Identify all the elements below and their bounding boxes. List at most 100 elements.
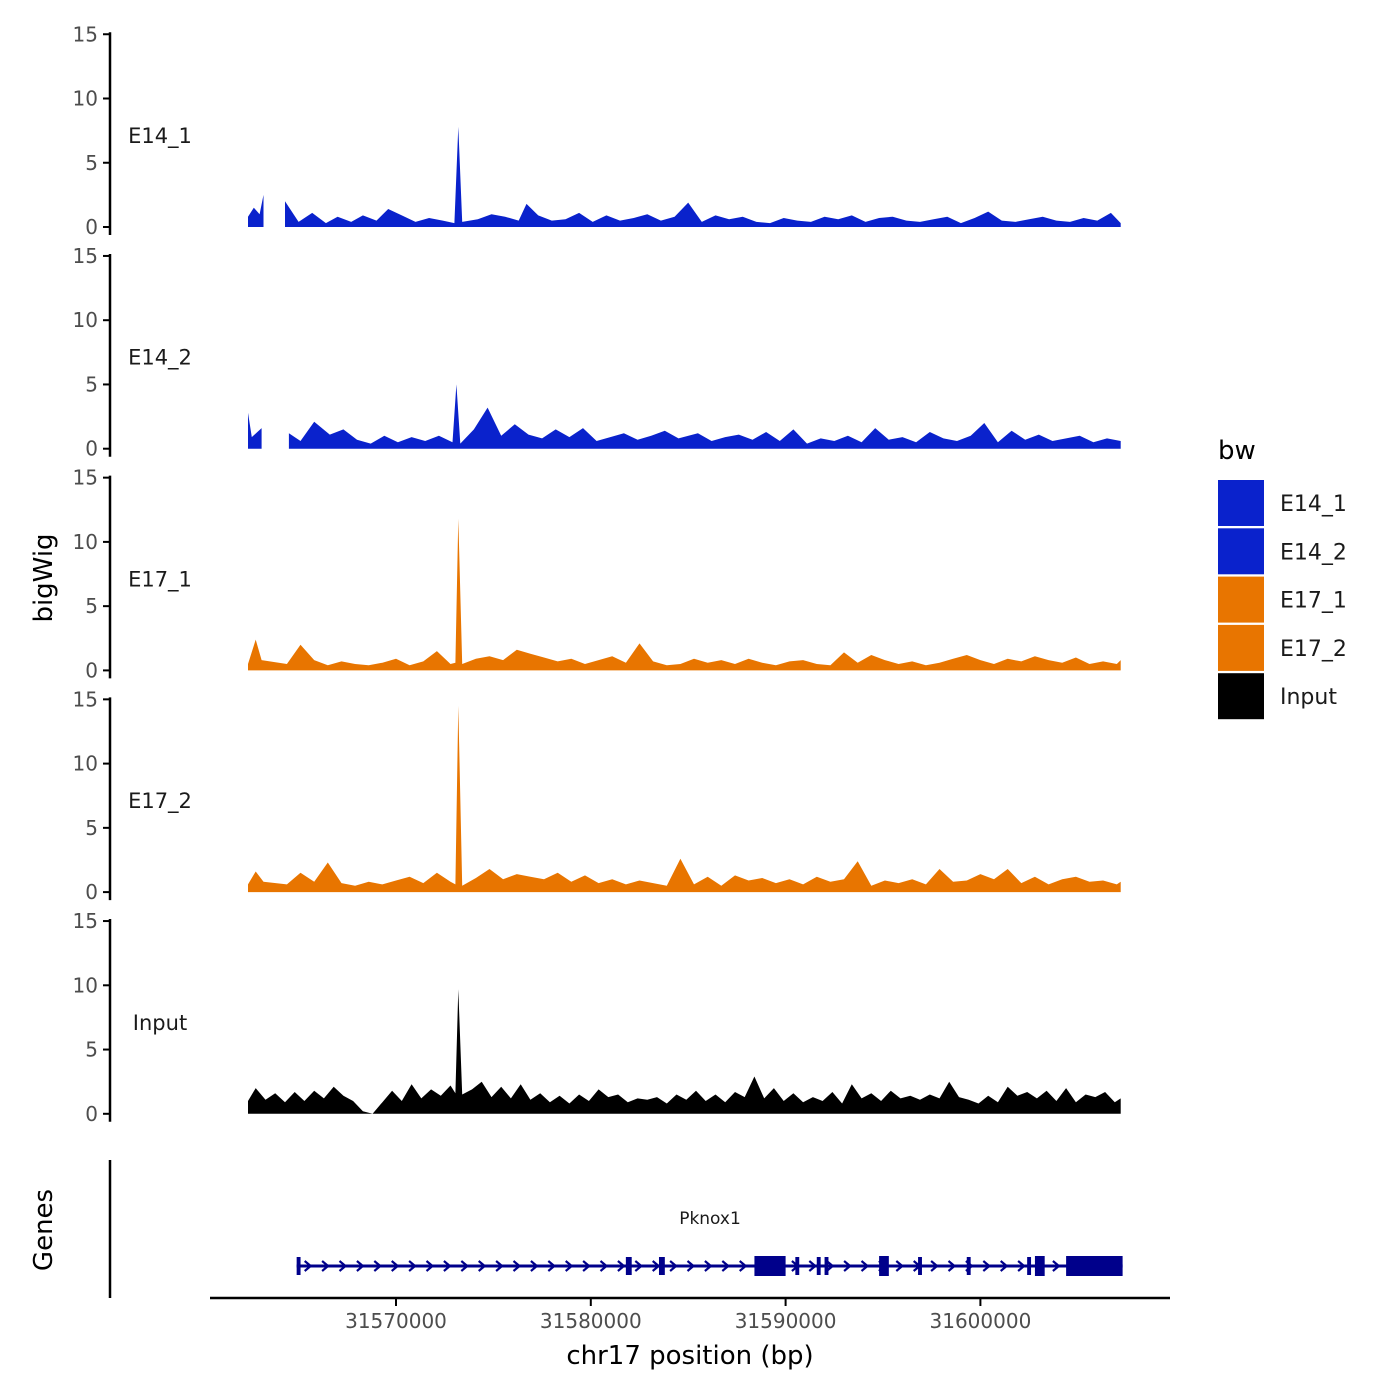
strand-arrow — [999, 1260, 1009, 1272]
tracks-layer: 0 5 10 15 E14_1 0 5 10 15 E14_2 0 5 10 15 E17_1 0 5 10 15 E… — [73, 22, 1121, 1126]
exon — [754, 1256, 786, 1276]
y-tick-label: 15 — [73, 22, 98, 46]
signal-area — [248, 989, 1121, 1114]
legend: bw E14_1 E14_2 E17_1 E17_2 Input — [1218, 436, 1347, 720]
y-tick-label: 10 — [73, 973, 98, 997]
x-tick-label: 31600000 — [930, 1309, 1032, 1333]
y-tick-label: 0 — [85, 880, 98, 904]
strand-arrow — [321, 1260, 330, 1272]
gene-track: Pknox1 — [108, 1160, 1123, 1298]
exon-small — [795, 1257, 800, 1275]
track-label: E17_1 — [128, 567, 192, 592]
track-e17-1: 0 5 10 15 E17_1 — [73, 466, 1121, 682]
strand-arrow — [704, 1260, 713, 1272]
strand-arrow — [895, 1260, 905, 1272]
strand-arrow — [738, 1260, 748, 1272]
exon — [1034, 1256, 1045, 1276]
track-e14-2: 0 5 10 15 E14_2 — [73, 244, 1121, 461]
legend-label: E17_1 — [1280, 589, 1347, 614]
signal-area — [248, 412, 262, 449]
strand-arrow — [930, 1260, 939, 1272]
strand-arrow — [373, 1260, 383, 1272]
y-tick-label: 5 — [85, 816, 98, 840]
strand-arrow — [860, 1260, 870, 1272]
exon-small — [625, 1257, 632, 1275]
legend-swatch — [1218, 576, 1264, 623]
y-tick-label: 10 — [73, 752, 98, 776]
y-tick-label: 0 — [85, 1102, 98, 1126]
strand-arrow — [825, 1260, 835, 1272]
x-tick-label: 31580000 — [540, 1309, 642, 1333]
strand-arrow — [564, 1260, 574, 1272]
legend-title: bw — [1218, 436, 1256, 466]
y-tick-label: 10 — [73, 530, 98, 554]
strand-arrow — [443, 1260, 452, 1272]
strand-arrow — [686, 1260, 696, 1272]
legend-swatch — [1218, 624, 1264, 671]
y-tick-label: 10 — [73, 308, 98, 332]
track-input: 0 5 10 15 Input — [73, 909, 1121, 1126]
strand-arrow — [477, 1260, 487, 1272]
strand-arrow — [390, 1260, 400, 1272]
y-tick-label: 5 — [85, 372, 98, 396]
legend-label: Input — [1280, 685, 1337, 710]
y-tick-label: 15 — [73, 466, 98, 490]
strand-arrow — [1052, 1260, 1061, 1272]
strand-arrow — [338, 1260, 348, 1272]
track-e17-2: 0 5 10 15 E17_2 — [73, 687, 1121, 904]
y-tick-label: 15 — [73, 909, 98, 933]
y-tick-label: 5 — [85, 151, 98, 175]
x-axis-title: chr17 position (bp) — [566, 1341, 813, 1371]
exon-small — [918, 1257, 922, 1275]
exon-small — [966, 1257, 971, 1275]
strand-arrow — [582, 1260, 591, 1272]
track-label: Input — [133, 1011, 187, 1035]
strand-arrow — [530, 1260, 539, 1272]
exon-small — [816, 1257, 821, 1275]
strand-arrow — [495, 1260, 504, 1272]
legend-swatch — [1218, 673, 1264, 720]
y-tick-label: 5 — [85, 1038, 98, 1062]
strand-arrow — [721, 1260, 731, 1272]
strand-arrow — [1017, 1260, 1026, 1272]
genes-axis-title: Genes — [29, 1189, 59, 1271]
signal-area — [288, 384, 1121, 449]
legend-label: E14_1 — [1280, 492, 1347, 517]
legend-label: E14_2 — [1280, 540, 1347, 565]
strand-arrow — [408, 1260, 417, 1272]
strand-arrow — [303, 1260, 313, 1272]
track-label: E17_2 — [128, 789, 192, 814]
strand-arrow — [617, 1260, 626, 1272]
x-tick-label: 31590000 — [735, 1309, 837, 1333]
exon-small — [824, 1257, 829, 1275]
strand-arrow — [425, 1260, 435, 1272]
strand-arrow — [547, 1260, 557, 1272]
track-label: E14_2 — [128, 346, 192, 371]
y-tick-label: 0 — [85, 437, 98, 461]
strand-arrow — [808, 1260, 818, 1272]
y-tick-label: 0 — [85, 215, 98, 239]
x-axis: 31570000 31580000 31590000 31600000 — [210, 1296, 1170, 1333]
legend-label: E17_2 — [1280, 637, 1347, 662]
y-tick-label: 15 — [73, 244, 98, 268]
signal-area — [285, 126, 1121, 227]
strand-arrow — [947, 1260, 957, 1272]
strand-arrow — [669, 1260, 678, 1272]
track-label: E14_1 — [128, 124, 192, 149]
exon-small — [1027, 1257, 1032, 1275]
signal-area — [248, 194, 264, 227]
strand-arrow — [634, 1260, 644, 1272]
signal-area — [248, 518, 1121, 671]
strand-arrow — [460, 1260, 470, 1272]
y-tick-label: 0 — [85, 658, 98, 682]
track-e14-1: 0 5 10 15 E14_1 — [73, 22, 1121, 239]
y-axis-title: bigWig — [29, 533, 59, 622]
signal-area — [248, 705, 1121, 893]
x-tick-label: 31570000 — [345, 1309, 447, 1333]
y-tick-label: 10 — [73, 87, 98, 111]
y-tick-label: 15 — [73, 687, 98, 711]
strand-arrow — [843, 1260, 852, 1272]
strand-arrow — [599, 1260, 609, 1272]
exon — [879, 1256, 889, 1276]
